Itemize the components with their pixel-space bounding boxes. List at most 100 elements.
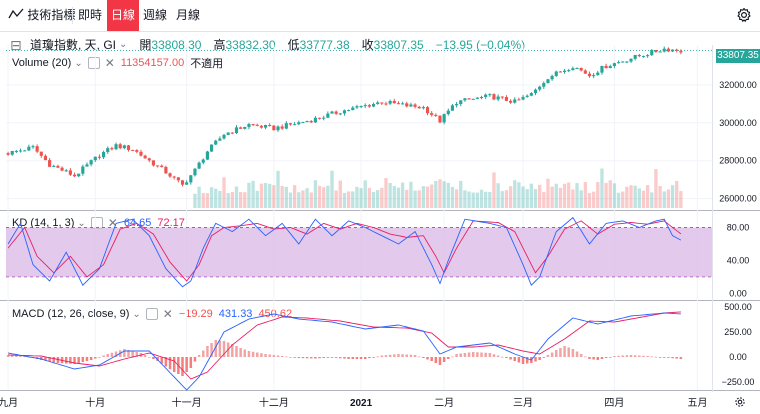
interval-tab-weekly[interactable]: 週線	[142, 8, 167, 22]
candle-body	[612, 63, 616, 67]
macd-histogram-bar	[64, 357, 68, 364]
volume-bar	[625, 186, 629, 208]
kd-settings-button[interactable]	[90, 217, 103, 229]
macd-histogram-bar	[185, 357, 188, 372]
macd-histogram-bar	[181, 357, 184, 376]
macd-histogram-bar	[451, 356, 454, 358]
volume-bar	[537, 184, 542, 208]
volume-bar	[471, 192, 475, 208]
interval-tab-realtime[interactable]: 即時	[77, 8, 102, 22]
interval-tab-daily[interactable]: 日線	[107, 0, 139, 31]
kd-k-value: 64.65	[123, 217, 152, 229]
candle-body	[139, 151, 143, 156]
candle-body	[97, 156, 102, 158]
macd-histogram-bar	[314, 357, 317, 359]
candle-body	[670, 49, 675, 52]
candle-body	[156, 165, 160, 167]
candle-body	[342, 110, 347, 114]
candle-body	[280, 126, 284, 129]
settings-button[interactable]	[736, 1, 752, 32]
candle-body	[637, 55, 641, 57]
volume-bar	[193, 193, 197, 208]
macd-histogram-bar	[81, 357, 85, 362]
candle-body	[43, 155, 48, 161]
collapse-legend-button[interactable]: ⊟	[10, 36, 22, 53]
volume-bar	[309, 192, 313, 208]
volume-bar	[214, 188, 218, 208]
candle-body	[475, 97, 479, 99]
macd-histogram-bar	[189, 357, 193, 368]
volume-bar	[230, 191, 234, 208]
macd-histogram-bar	[492, 354, 496, 357]
candle-body	[562, 70, 567, 72]
macd-histogram-bar	[6, 355, 10, 357]
toolbar-divider	[72, 7, 73, 24]
candle-body	[405, 103, 409, 107]
candle-body	[31, 146, 35, 148]
candle-body	[126, 145, 131, 150]
chevron-down-icon[interactable]: ⌄	[119, 39, 128, 50]
macd-histogram-bar	[596, 357, 600, 360]
candle-body	[413, 104, 417, 107]
kd-label[interactable]: KD (14, 1, 3)	[12, 217, 75, 229]
volume-bar	[301, 190, 305, 208]
macd-histogram-bar	[48, 357, 51, 362]
macd-histogram-bar	[52, 357, 56, 363]
candle-body	[259, 125, 263, 128]
candle-body	[587, 73, 592, 77]
macd-histogram-bar	[172, 357, 176, 372]
macd-histogram-bar	[675, 357, 678, 359]
volume-bar	[263, 182, 268, 208]
kd-tick-label: 80.00	[727, 222, 750, 232]
candle-body	[392, 101, 396, 104]
chevron-down-icon[interactable]: ⌄	[74, 57, 83, 69]
macd-histogram-bar	[243, 349, 247, 357]
volume-bar	[575, 183, 579, 208]
macd-settings-button[interactable]	[145, 308, 158, 320]
macd-histogram-bar	[301, 357, 305, 359]
volume-bar	[268, 183, 272, 208]
top-toolbar: 技術指標 即時 日線 週線 月線	[0, 0, 760, 32]
volume-bar	[363, 180, 367, 208]
volume-bar	[276, 170, 280, 208]
candle-body	[401, 103, 405, 105]
macd-remove-button[interactable]: ✕	[162, 307, 173, 321]
macd-histogram-bar	[123, 349, 126, 357]
macd-histogram-bar	[239, 348, 242, 357]
chevron-down-icon[interactable]: ⌄	[77, 217, 86, 229]
interval-tab-monthly[interactable]: 月線	[175, 8, 200, 22]
indicators-button[interactable]: 技術指標	[8, 0, 75, 31]
candle-body	[425, 107, 430, 114]
symbol-label[interactable]: 道瓊指數, 天, GI	[30, 38, 117, 52]
volume-remove-button[interactable]: ✕	[104, 56, 115, 70]
volume-bar	[392, 186, 396, 208]
chevron-down-icon[interactable]: ⌄	[132, 308, 141, 320]
volume-bar	[388, 183, 392, 208]
candle-body	[268, 125, 272, 127]
kd-remove-button[interactable]: ✕	[107, 216, 118, 230]
volume-bar	[467, 191, 471, 208]
volume-bar	[488, 191, 492, 208]
candle-body	[193, 168, 197, 176]
time-axis-settings-button[interactable]	[734, 396, 746, 411]
macd-histogram-bar	[110, 352, 114, 357]
volume-settings-button[interactable]	[87, 57, 100, 69]
macd-histogram-bar	[297, 357, 301, 358]
candle-body	[172, 176, 176, 178]
macd-histogram-bar	[521, 357, 525, 364]
volume-extra: 不適用	[190, 58, 224, 70]
volume-bar	[238, 192, 243, 208]
candle-body	[459, 100, 463, 105]
volume-bar	[413, 190, 417, 208]
macd-label[interactable]: MACD (12, 26, close, 9)	[12, 308, 130, 320]
volume-bar	[450, 186, 455, 208]
candle-body	[558, 71, 562, 73]
volume-bar	[288, 192, 293, 208]
volume-bar	[675, 180, 679, 208]
change-value: −13.95 (−0.04%)	[435, 37, 526, 52]
volume-label[interactable]: Volume (20)	[12, 57, 72, 69]
volume-bar	[479, 189, 484, 208]
volume-bar	[405, 189, 409, 208]
macd-histogram-bar	[525, 357, 529, 364]
macd-histogram-bar	[56, 357, 60, 363]
